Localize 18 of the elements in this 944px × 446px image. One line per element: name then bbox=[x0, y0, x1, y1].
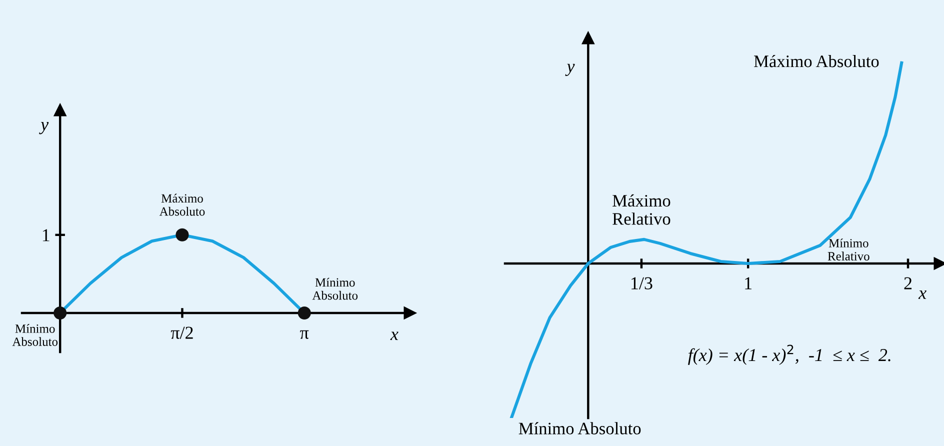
annotation: 1 bbox=[42, 229, 50, 242]
x-axis-title: x bbox=[390, 332, 398, 340]
x-tick-label: 1 bbox=[745, 277, 752, 290]
x-tick-label: π/2 bbox=[170, 326, 193, 339]
y-axis-title: y bbox=[565, 64, 575, 76]
x-axis-title: x bbox=[918, 290, 926, 299]
annotation: Mínimo Absoluto bbox=[12, 324, 58, 346]
annotation: f(x) = x(1 - x)$^{2}$, -1 ≤ x ≤ 2. bbox=[688, 344, 890, 365]
annotation: Mínimo Absoluto bbox=[518, 422, 641, 434]
y-axis-title: y bbox=[39, 122, 49, 134]
annotation: Máximo Relativo bbox=[612, 194, 670, 225]
annotation: Máximo Absoluto bbox=[754, 54, 879, 68]
annotation: Mínimo Absoluto bbox=[312, 278, 358, 300]
x-tick-label: 1/3 bbox=[632, 277, 652, 290]
annotation: Máximo Absoluto bbox=[159, 194, 205, 216]
x-tick-label: 2 bbox=[904, 277, 912, 290]
annotation: Mínimo Relativo bbox=[828, 238, 870, 260]
x-tick-label: π bbox=[300, 330, 309, 339]
